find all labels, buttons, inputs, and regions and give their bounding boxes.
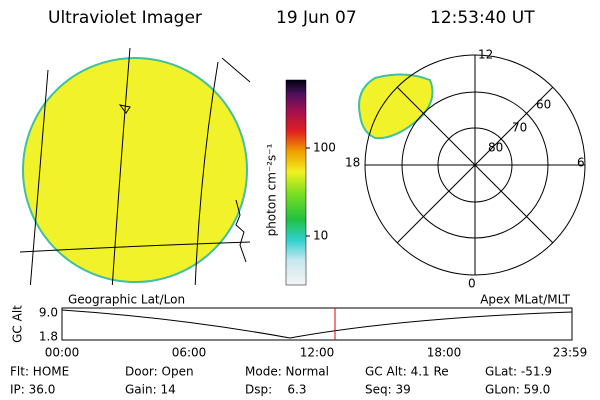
- plot-x-tick: 18:00: [427, 346, 462, 360]
- colorbar-tick-label: 10: [313, 229, 328, 243]
- plot-y-label: GC Alt: [11, 305, 25, 343]
- colorbar-label: photon cm⁻²s⁻¹: [265, 143, 279, 236]
- lat-label: 60: [536, 98, 551, 112]
- geographic-image: [20, 47, 251, 285]
- status-field: GLon: 59.0: [485, 383, 550, 397]
- date: 19 Jun 07: [276, 8, 357, 28]
- status-field: Flt: HOME: [10, 365, 69, 379]
- lat-label: 80: [488, 141, 503, 155]
- plot-right-title: Apex MLat/MLT: [480, 293, 570, 307]
- plot-x-tick: 12:00: [300, 346, 335, 360]
- plot-y-tick: 1.8: [39, 330, 58, 344]
- mlt-label: 18: [345, 156, 360, 170]
- mlt-label: 0: [468, 277, 476, 291]
- plot-x-tick: 06:00: [172, 346, 207, 360]
- polar-grid: [358, 54, 586, 276]
- title: Ultraviolet Imager: [48, 8, 202, 28]
- status-field: GC Alt: 4.1 Re: [365, 365, 449, 379]
- colorbar: [285, 79, 307, 286]
- plot-frame: [61, 307, 573, 341]
- status-field: GLat: -51.9: [485, 365, 552, 379]
- time: 12:53:40 UT: [430, 8, 535, 28]
- lat-label: 70: [512, 121, 527, 135]
- footer: Flt: HOME Door: Open Mode: Normal GC Alt: 4…: [10, 365, 552, 397]
- plot-x-tick: 00:00: [45, 346, 80, 360]
- mlt-label: 6: [577, 156, 585, 170]
- status-field: Dsp: 6.3: [245, 383, 307, 397]
- plot-y-tick: 9.0: [39, 306, 58, 320]
- gc-alt-curve: [61, 309, 573, 339]
- plot-left-title: Geographic Lat/Lon: [68, 293, 185, 307]
- status-field: Gain: 14: [125, 383, 176, 397]
- status-field: Door: Open: [125, 365, 194, 379]
- mlt-label: 12: [478, 48, 493, 62]
- status-field: Seq: 39: [365, 383, 411, 397]
- plot-x-tick: 23:59: [553, 346, 588, 360]
- status-field: IP: 36.0: [10, 383, 55, 397]
- colorbar-tick-label: 100: [313, 141, 336, 155]
- status-field: Mode: Normal: [245, 365, 329, 379]
